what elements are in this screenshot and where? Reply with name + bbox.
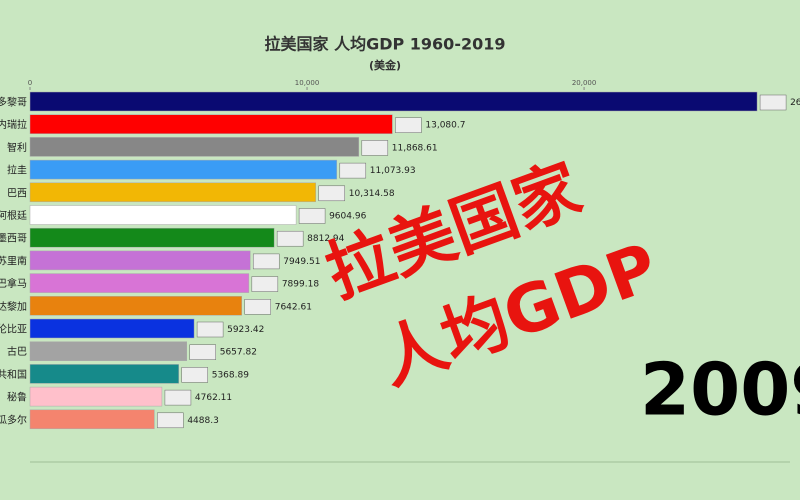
category-label: 瓜多尔 <box>0 413 27 426</box>
bar <box>29 227 275 248</box>
value-label: 26,245 <box>790 98 800 108</box>
category-label: 伦比亚 <box>0 323 27 336</box>
flag <box>189 344 216 360</box>
flag <box>339 162 367 179</box>
flag <box>157 412 184 429</box>
value-label: 4488.3 <box>187 416 219 426</box>
chart-title: 拉美国家 人均GDP 1960-2019 <box>265 35 506 54</box>
x-tick-label: 0 <box>28 79 32 87</box>
flag <box>276 230 304 247</box>
category-label: 秘鲁 <box>7 391 27 404</box>
category-label: 内瑞拉 <box>0 118 27 131</box>
category-label: 巴拿马 <box>0 277 27 290</box>
value-label: 8812.94 <box>307 234 344 244</box>
bar <box>29 386 163 407</box>
flag <box>196 321 224 338</box>
flag <box>318 185 346 202</box>
category-label: 阿根廷 <box>0 209 27 222</box>
flag <box>361 140 389 156</box>
bar <box>29 341 187 361</box>
value-label: 7642.61 <box>275 302 312 312</box>
bar <box>29 114 393 134</box>
value-label: 7899.18 <box>282 280 319 290</box>
chart-subtitle: (美金) <box>369 58 401 72</box>
x-tick-label: 20,000 <box>572 79 597 87</box>
bar <box>29 364 179 384</box>
value-label: 5923.42 <box>227 325 264 335</box>
x-tick-label: 10,000 <box>295 79 320 87</box>
category-label: 墨西哥 <box>0 233 27 245</box>
flag <box>759 94 787 111</box>
value-label: 5368.89 <box>212 370 249 380</box>
value-label: 11,073.93 <box>370 166 416 176</box>
value-label: 11,868.61 <box>392 143 438 153</box>
category-label: 巴西 <box>7 187 27 199</box>
flag <box>395 117 422 133</box>
category-label: 智利 <box>7 141 27 154</box>
flag <box>244 299 271 315</box>
category-label: 拉圭 <box>7 164 27 177</box>
category-label: 共和国 <box>0 369 27 381</box>
flag <box>298 208 326 224</box>
value-label: 5657.82 <box>220 348 257 358</box>
flag <box>251 276 279 292</box>
flag <box>252 253 280 270</box>
bar <box>29 159 338 180</box>
category-label: 多黎哥 <box>0 96 27 109</box>
bar <box>29 273 250 293</box>
bar <box>29 137 360 157</box>
value-label: 4762.11 <box>195 393 232 403</box>
bar <box>29 318 195 339</box>
bar <box>29 205 297 225</box>
value-label: 9604.96 <box>329 212 366 222</box>
bar <box>29 182 317 203</box>
category-label: 苏里南 <box>0 254 27 267</box>
category-label: 达黎加 <box>0 300 27 313</box>
value-label: 7949.51 <box>283 257 320 267</box>
value-label: 10,314.58 <box>349 189 395 199</box>
category-label: 古巴 <box>7 345 27 358</box>
bar <box>29 250 251 271</box>
bar <box>29 409 155 430</box>
value-label: 13,080.7 <box>425 121 465 131</box>
bar <box>29 91 758 112</box>
year-label: 2009 <box>640 348 800 432</box>
bar <box>29 296 242 316</box>
flag <box>164 389 192 406</box>
flag <box>181 367 208 383</box>
